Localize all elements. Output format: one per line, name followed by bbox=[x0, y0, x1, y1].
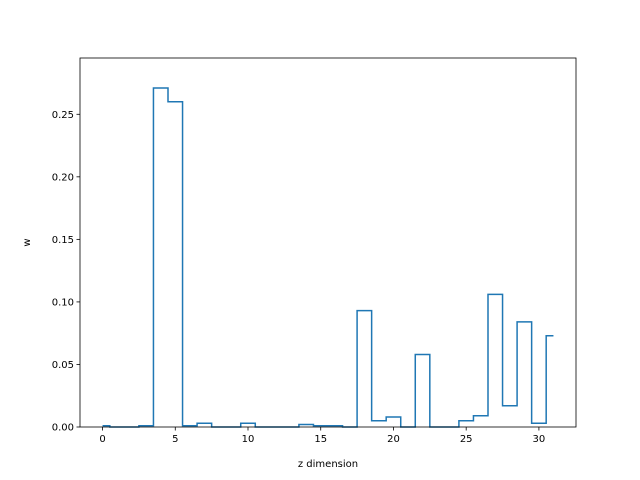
y-tick-label: 0.00 bbox=[52, 423, 74, 434]
x-tick-label: 15 bbox=[314, 434, 327, 445]
y-axis-label: w bbox=[22, 238, 33, 246]
y-tick-label: 0.10 bbox=[52, 297, 74, 308]
y-tick-label: 0.25 bbox=[52, 110, 74, 121]
x-tick-label: 10 bbox=[242, 434, 255, 445]
x-tick-label: 5 bbox=[172, 434, 178, 445]
x-axis-label: z dimension bbox=[298, 459, 358, 470]
x-tick-label: 20 bbox=[387, 434, 400, 445]
y-tick-label: 0.05 bbox=[52, 360, 74, 371]
x-axis-ticks: 0 5 10 15 20 25 30 bbox=[99, 427, 545, 445]
y-tick-label: 0.20 bbox=[52, 172, 74, 183]
plot-background bbox=[80, 58, 576, 427]
series-layer bbox=[102, 87, 554, 428]
x-tick-label: 25 bbox=[460, 434, 473, 445]
series-step-line bbox=[102, 87, 554, 428]
plot-frame bbox=[79, 57, 577, 428]
x-tick-label: 30 bbox=[533, 434, 546, 445]
x-tick-label: 0 bbox=[99, 434, 105, 445]
y-tick-label: 0.15 bbox=[52, 235, 74, 246]
y-axis-ticks: 0.00 0.05 0.10 0.15 0.20 0.25 bbox=[52, 110, 80, 434]
